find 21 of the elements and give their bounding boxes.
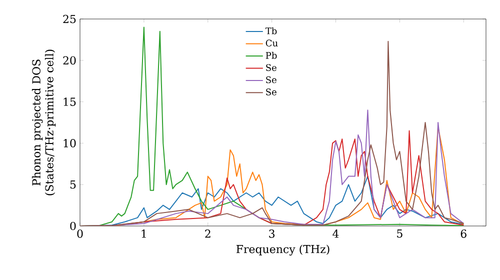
x-tick-label: 2 xyxy=(205,230,210,238)
y-tick-label: 5 xyxy=(70,180,76,189)
legend-label: Se xyxy=(266,88,276,96)
y-tick-label: 20 xyxy=(63,56,76,65)
legend-label: Tb xyxy=(265,27,277,34)
legend-label: Cu xyxy=(266,40,278,46)
x-tick-label: 5 xyxy=(397,230,402,238)
y-tick-label: 25 xyxy=(63,14,76,24)
x-tick-label: 0 xyxy=(77,230,83,238)
y-tick-label: 15 xyxy=(64,98,76,106)
y-tick-label: 10 xyxy=(64,139,76,148)
legend-label: Se xyxy=(266,64,276,71)
legend-label: Se xyxy=(266,76,276,84)
y-tick-label: 0 xyxy=(70,222,76,230)
x-tick-label: 1 xyxy=(142,230,146,238)
legend-label: Pb xyxy=(266,52,277,59)
x-tick-label: 4 xyxy=(332,230,339,238)
y-axis-title: Phonon projected DOS (States/THz·primitive cell) xyxy=(32,50,56,196)
x-tick-label: 6 xyxy=(460,230,466,238)
x-axis-title: Frequency (THz) xyxy=(236,244,330,256)
x-tick-label: 3 xyxy=(269,230,274,238)
